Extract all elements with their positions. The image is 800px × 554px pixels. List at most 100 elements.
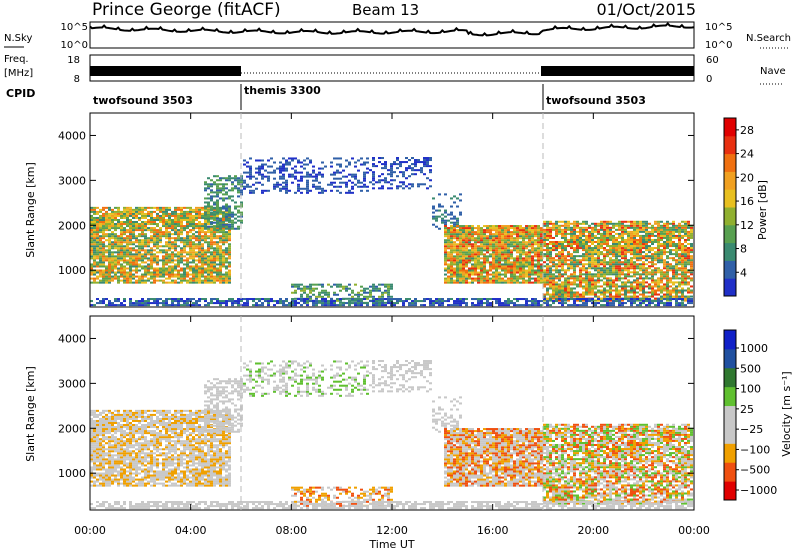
power-cell: [162, 231, 165, 234]
power-cell: [90, 253, 93, 256]
power-cell: [102, 216, 105, 219]
power-cell: [234, 177, 237, 180]
power-cell: [636, 279, 639, 282]
power-cell: [633, 289, 636, 292]
power-cell: [495, 273, 498, 276]
power-cell: [603, 257, 606, 260]
power-cell: [483, 249, 486, 252]
power-cell: [168, 273, 171, 276]
power-cell: [204, 218, 207, 222]
power-cell: [114, 277, 117, 280]
power-cell: [516, 231, 519, 234]
power-cell: [177, 273, 180, 276]
power-cell: [600, 263, 603, 266]
power-cell: [444, 259, 447, 262]
power-cell: [612, 261, 615, 264]
power-cell: [609, 261, 612, 264]
power-cell: [639, 247, 642, 250]
power-cell: [141, 302, 144, 305]
power-cell: [600, 259, 603, 262]
power-cell: [540, 247, 543, 250]
power-cell: [570, 243, 573, 246]
power-cell: [639, 236, 642, 239]
power-cell: [501, 237, 504, 240]
power-cell: [156, 206, 159, 209]
power-cell: [108, 281, 111, 284]
power-cell: [168, 271, 171, 274]
power-cell: [339, 283, 342, 286]
power-cell: [558, 251, 561, 254]
power-cell: [498, 245, 501, 248]
power-cell: [375, 181, 378, 184]
power-cell: [207, 304, 210, 307]
power-cell: [174, 255, 177, 258]
power-cell: [522, 249, 525, 252]
power-cell: [510, 243, 513, 246]
power-cell: [609, 304, 612, 307]
power-cell: [228, 209, 231, 212]
power-cell: [285, 163, 288, 166]
power-cell: [498, 233, 501, 236]
power-cell: [285, 189, 288, 192]
power-cell: [471, 298, 474, 301]
power-cell: [90, 277, 93, 280]
power-cell: [348, 283, 351, 286]
power-cell: [567, 224, 570, 227]
power-cell: [585, 238, 588, 241]
power-cell: [372, 171, 375, 174]
power-cell: [225, 207, 228, 210]
power-cell: [144, 208, 147, 211]
power-cell: [639, 287, 642, 290]
power-cell: [507, 241, 510, 244]
power-cell: [90, 225, 93, 228]
power-cell: [345, 289, 348, 292]
power-cell: [93, 249, 96, 252]
power-cell: [177, 245, 180, 248]
power-cell: [600, 251, 603, 254]
power-cell: [228, 207, 231, 210]
power-cell: [627, 271, 630, 274]
power-cell: [588, 234, 591, 237]
power-cell: [648, 273, 651, 276]
power-cell: [114, 241, 117, 244]
power-cell: [456, 281, 459, 284]
power-cell: [615, 267, 618, 270]
power-cell: [465, 235, 468, 238]
power-cell: [177, 231, 180, 234]
power-cell: [93, 279, 96, 282]
power-cell: [141, 257, 144, 260]
power-cell: [162, 275, 165, 278]
power-cell: [546, 271, 549, 274]
power-cell: [456, 249, 459, 252]
power-cell: [186, 225, 189, 228]
power-cell: [531, 269, 534, 272]
power-cell: [111, 243, 114, 246]
power-cell: [219, 212, 222, 215]
power-cell: [222, 177, 225, 180]
power-cell: [174, 249, 177, 252]
power-cell: [573, 247, 576, 250]
power-cell: [393, 302, 396, 305]
power-cell: [501, 247, 504, 250]
power-cell: [201, 263, 204, 266]
power-cell: [279, 161, 282, 164]
power-cell: [501, 235, 504, 238]
power-cell: [174, 221, 177, 224]
power-cell: [510, 233, 513, 236]
power-cell: [123, 281, 126, 284]
power-cell: [90, 229, 93, 232]
power-cell: [345, 159, 348, 162]
power-cell: [471, 265, 474, 268]
power-cell: [219, 251, 222, 254]
power-cell: [480, 275, 483, 278]
power-cell: [279, 189, 282, 192]
power-cell: [162, 267, 165, 270]
power-cell: [468, 267, 471, 270]
power-cell: [612, 259, 615, 262]
power-cell: [111, 269, 114, 272]
power-cell: [570, 289, 573, 292]
power-cell: [462, 247, 465, 250]
power-cell: [351, 302, 354, 305]
power-cell: [609, 245, 612, 248]
power-cell: [537, 229, 540, 232]
